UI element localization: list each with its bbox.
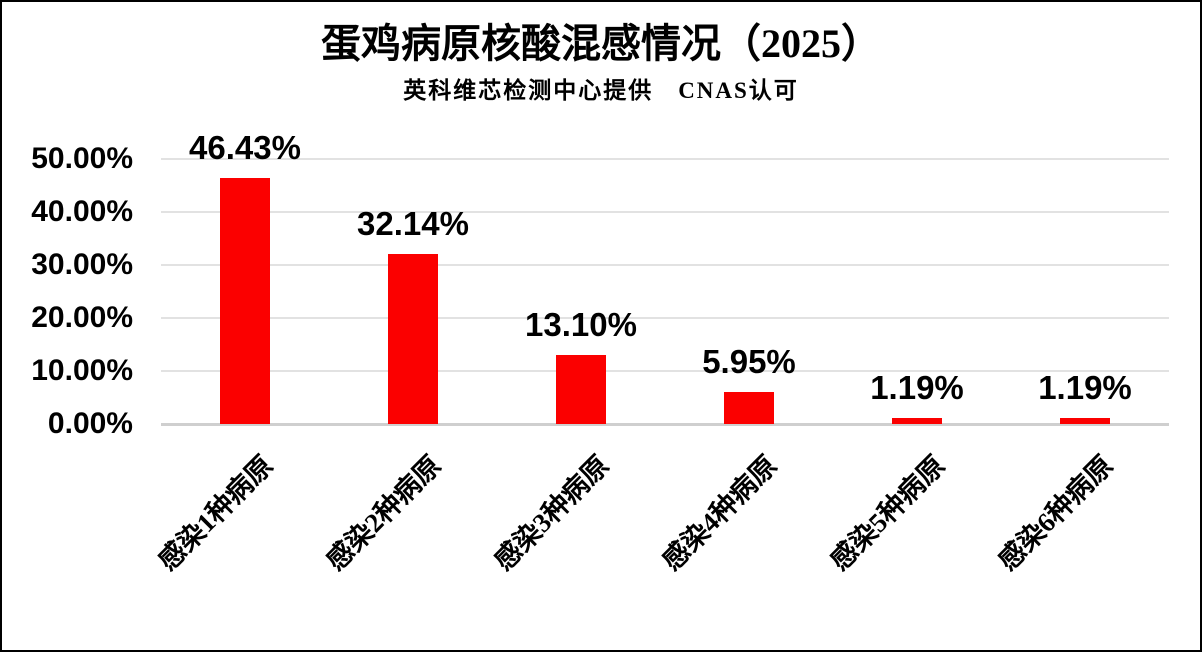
y-axis-tick-label: 50.00% [31,142,133,175]
bar-value-label-6: 1.19% [1038,368,1132,406]
x-axis-category-label-5: 感染5种病原 [823,450,951,577]
bar-value-label-3: 13.10% [525,305,637,343]
gridline-50 [161,158,1169,160]
chart-bar-5 [892,417,942,424]
chart-subtitle: 英科维芯检测中心提供 CNAS认可 [403,78,799,103]
y-axis-tick-label: 0.00% [47,407,133,440]
chart-title: 蛋鸡病原核酸混感情况（2025） [321,21,881,66]
x-axis-category-label-4: 感染4种病原 [655,450,783,577]
bar-value-label-2: 32.14% [357,204,469,242]
y-axis-tick-label: 10.00% [31,354,133,387]
chart-bar-6 [1060,417,1110,424]
gridline-10 [161,370,1169,372]
bar-value-label-4: 5.95% [702,343,796,381]
gridline-30 [161,264,1169,266]
gridline-0 [161,423,1169,426]
gridline-40 [161,211,1169,213]
x-axis-category-label-3: 感染3种病原 [487,450,615,577]
x-axis-category-label-1: 感染1种病原 [151,450,279,577]
chart-bar-3 [556,354,606,424]
chart-bar-1 [220,177,270,424]
x-axis-category-label-2: 感染2种病原 [319,450,447,577]
chart-bar-4 [724,392,774,424]
y-axis-tick-label: 30.00% [31,248,133,281]
x-axis-category-label-6: 感染6种病原 [991,450,1119,577]
chart-bar-2 [388,253,438,424]
bar-value-label-5: 1.19% [870,368,964,406]
y-axis-tick-label: 20.00% [31,301,133,334]
y-axis-tick-label: 40.00% [31,195,133,228]
gridline-20 [161,317,1169,319]
bar-value-label-1: 46.43% [189,128,301,166]
